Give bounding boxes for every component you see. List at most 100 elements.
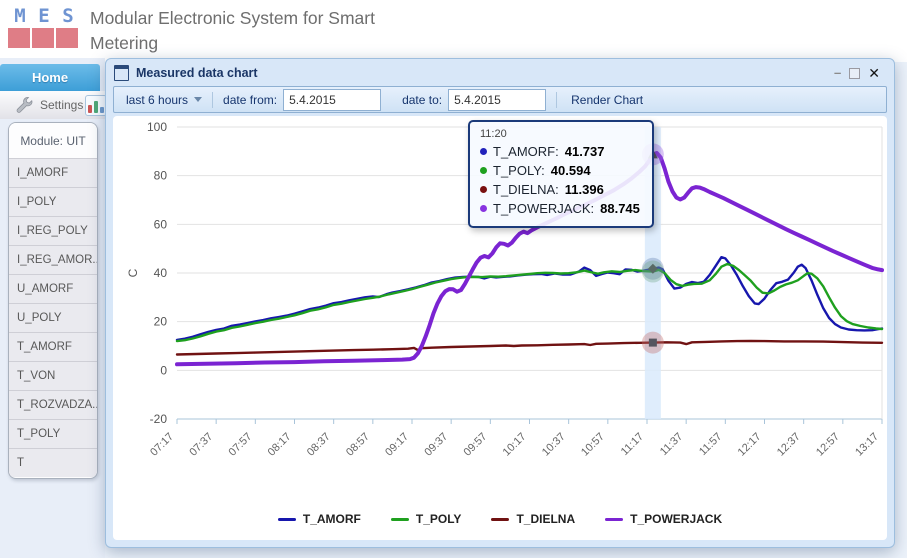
tooltip-series-value: 40.594	[550, 163, 591, 178]
series-dot-icon	[480, 148, 487, 155]
date-from-input[interactable]	[283, 88, 382, 111]
chart-plot[interactable]: 07:17 07:37 07:57 08:17 08:37 08:57 09:17 09:37…	[113, 116, 889, 478]
y-tick-label: 100	[147, 120, 167, 134]
tooltip-row-t_powerjack: T_POWERJACK: 88.745	[480, 199, 640, 218]
settings-label: Settings	[40, 98, 84, 112]
x-tick-label: 10:17	[501, 431, 529, 459]
x-tick-label: 11:57	[697, 431, 724, 458]
x-tick-label: 07:37	[187, 431, 215, 459]
y-tick-label: 40	[154, 266, 168, 280]
x-tick-label: 08:17	[266, 431, 294, 459]
chart-icon-bar	[94, 101, 98, 113]
x-tick-label: 09:57	[462, 431, 490, 459]
x-tick-label: 12:57	[814, 431, 842, 459]
y-tick-label: -20	[150, 412, 168, 426]
time-range-value: last 6 hours	[126, 92, 189, 107]
legend-swatch-icon	[390, 517, 409, 521]
sidebar-item-t_poly[interactable]: T_POLY	[9, 419, 97, 448]
window-icon	[114, 65, 129, 81]
close-icon[interactable]: ✕	[868, 65, 880, 81]
x-tick-label: 13:17	[853, 431, 881, 459]
sidebar-item-i_reg_amor[interactable]: I_REG_AMOR...	[9, 245, 97, 274]
logo-letter: E	[32, 6, 54, 26]
sidebar-item-i_poly[interactable]: I_POLY	[9, 187, 97, 216]
chevron-down-icon	[194, 97, 203, 102]
tab-home[interactable]: Home	[0, 64, 100, 91]
sidebar-item-i_amorf[interactable]: I_AMORF	[9, 158, 97, 187]
tooltip-series-value: 88.745	[600, 201, 640, 216]
series-line-t_dielna	[175, 339, 884, 356]
x-tick-label: 12:37	[775, 431, 803, 459]
maximize-button[interactable]	[849, 67, 861, 79]
x-tick-label: 12:17	[736, 431, 764, 459]
sidebar-item-t_amorf[interactable]: T_AMORF	[9, 332, 97, 361]
point-marker-diamond	[647, 263, 658, 274]
tooltip-series-name: T_POWERJACK:	[493, 201, 595, 216]
tooltip-row-t_poly: T_POLY: 40.594	[480, 161, 640, 180]
legend-label: T_POWERJACK	[630, 512, 723, 526]
module-selector[interactable]: Module: UIT	[9, 123, 97, 158]
chart-toolbar: last 6 hours date from: date to: Render …	[113, 86, 887, 113]
y-tick-label: 80	[154, 169, 168, 183]
logo-square	[8, 28, 30, 48]
tooltip-row-t_dielna: T_DIELNA: 11.396	[480, 180, 640, 199]
x-tick-label: 08:37	[305, 431, 333, 459]
point-halo-t_poly	[641, 260, 664, 283]
y-axis-title: C	[126, 268, 140, 277]
legend-item-t_amorf[interactable]: T_AMORF	[277, 512, 361, 526]
tooltip-series-value: 11.396	[564, 182, 604, 197]
sidebar-item-t_rozvadza[interactable]: T_ROZVADZA...	[9, 390, 97, 419]
tooltip-row-t_amorf: T_AMORF: 41.737	[480, 142, 640, 161]
mes-logo: M E S	[8, 6, 78, 52]
sidebar-item-t_von[interactable]: T_VON	[9, 361, 97, 390]
sidebar-item-t[interactable]: T	[9, 448, 97, 477]
legend-item-t_poly[interactable]: T_POLY	[390, 512, 462, 526]
tooltip-series-name: T_POLY:	[493, 163, 545, 178]
module-panel: Module: UIT I_AMORF I_POLY I_REG_POLY I_REG…	[8, 122, 98, 479]
sidebar-item-i_reg_poly[interactable]: I_REG_POLY	[9, 216, 97, 245]
point-marker-square	[648, 338, 657, 347]
legend-swatch-icon	[605, 517, 624, 521]
legend-item-t_dielna[interactable]: T_DIELNA	[491, 512, 575, 526]
tab-home-label: Home	[31, 70, 69, 85]
series-line-t_poly	[175, 262, 884, 343]
logo-letter: S	[56, 6, 78, 26]
tooltip-series-name: T_AMORF:	[493, 144, 559, 159]
chart-icon-bar	[88, 105, 92, 113]
app-title: Modular Electronic System for Smart Mete…	[90, 8, 375, 53]
toolbar-spacer	[391, 92, 392, 108]
page-header: M E S Modular Electronic System for Smar…	[0, 0, 907, 62]
legend-swatch-icon	[277, 517, 296, 521]
render-chart-button[interactable]: Render Chart	[571, 92, 644, 107]
measured-data-chart-dialog: Measured data chart – ✕ last 6 hours dat…	[105, 58, 895, 548]
legend-swatch-icon	[491, 517, 510, 521]
dialog-title: Measured data chart	[136, 66, 258, 80]
toolbar-separator	[556, 91, 558, 108]
legend-label: T_POLY	[415, 512, 462, 526]
minimize-button[interactable]: –	[834, 65, 842, 80]
date-to-input[interactable]	[448, 88, 547, 111]
series-dot-icon	[480, 167, 487, 174]
legend-item-t_powerjack[interactable]: T_POWERJACK	[605, 512, 722, 526]
tooltip-time: 11:20	[480, 128, 507, 140]
series-dot-icon	[480, 186, 487, 193]
sidebar-item-u_amorf[interactable]: U_AMORF	[9, 274, 97, 303]
chart-legend: T_AMORF T_POLY T_DIELNA T_POWERJACK	[113, 512, 887, 526]
chart-tooltip: 11:20 T_AMORF: 41.737 T_POLY: 40.594 T_DIE…	[468, 120, 654, 228]
wrench-icon	[16, 97, 33, 113]
y-tick-label: 20	[154, 315, 168, 329]
logo-square	[56, 28, 78, 48]
dialog-titlebar[interactable]: Measured data chart – ✕	[114, 61, 886, 85]
sidebar-item-u_poly[interactable]: U_POLY	[9, 303, 97, 332]
x-tick-label: 08:57	[344, 431, 372, 459]
chart-icon[interactable]	[85, 95, 107, 116]
time-range-dropdown[interactable]: last 6 hours	[126, 92, 203, 107]
y-tick-label: 0	[160, 363, 167, 377]
x-tick-label: 10:57	[579, 431, 607, 459]
chart-icon-bar	[100, 107, 104, 113]
x-tick-label: 11:17	[619, 431, 646, 458]
x-tick-label: 10:37	[540, 431, 568, 459]
x-tick-label: 11:37	[658, 431, 685, 458]
chart-panel: 07:17 07:37 07:57 08:17 08:37 08:57 09:17 09:37…	[113, 116, 887, 540]
tooltip-series-name: T_DIELNA:	[493, 182, 559, 197]
